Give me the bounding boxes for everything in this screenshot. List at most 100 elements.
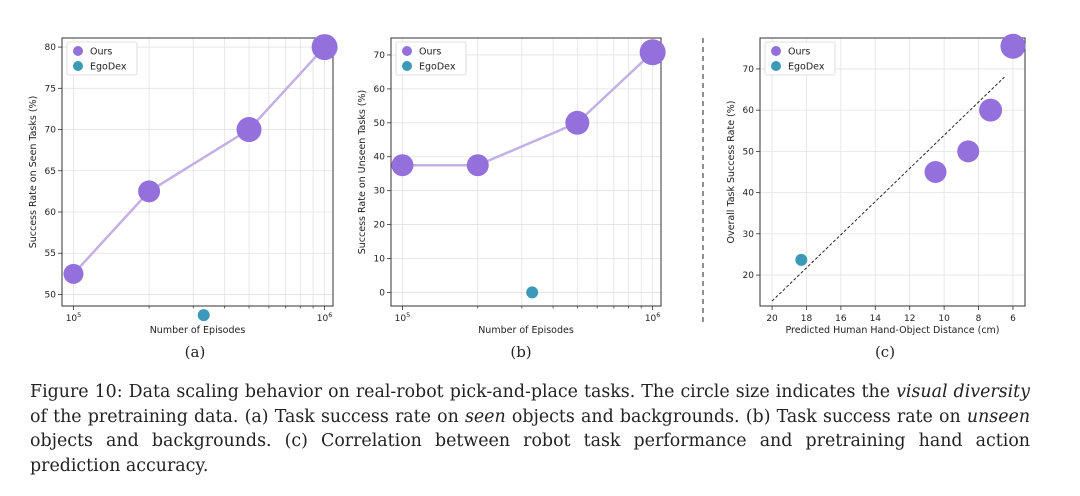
x-tick-label: 14 [870,314,882,324]
caption-emphasis-unseen: unseen [966,406,1031,427]
y-tick-label: 70 [743,65,755,75]
y-tick-label: 50 [743,147,755,157]
legend-marker-ours [771,46,781,56]
x-tick-base: 10 [317,314,329,324]
series-line-ours [402,51,654,167]
panel-c: 20 30 40 50 60 70 20 18 16 14 12 10 8 6 Predicted Huma… [726,33,1026,361]
caption-text-2: of the pretraining data. (a) Task succes… [30,406,465,427]
data-point-ours [138,180,161,203]
legend-label-egodex: EgoDex [90,62,127,73]
legend-label-egodex: EgoDex [419,62,456,73]
caption-text-1: Data scaling behavior on real-robot pick… [122,382,897,402]
panel-sublabel: (b) [510,343,531,361]
y-tick-label: 10 [374,255,386,265]
y-tick-label: 30 [743,230,755,240]
caption-emphasis-visual-diversity: visual diversity [896,382,1030,402]
x-tick-label: 106 [645,311,661,324]
x-tick-label: 10 [938,314,950,324]
legend-marker-egodex [771,61,781,71]
data-point-ours [957,140,980,163]
legend-box [395,41,467,76]
caption-text-4: objects and backgrounds. (c) Correlation… [30,431,1030,476]
legend: Ours EgoDex [66,41,138,76]
y-tick-label: 65 [45,167,56,177]
x-tick-base: 10 [66,314,78,324]
y-tick-label: 70 [374,51,386,61]
x-axis-label: Number of Episodes [478,325,574,336]
y-tick-label: 55 [45,249,56,259]
x-tick-exponent: 6 [656,311,660,319]
data-point-ours [565,110,590,135]
y-tick-label: 75 [45,84,56,94]
x-axis-label: Predicted Human Hand-Object Distance (cm… [785,325,999,336]
trend-line [771,76,1005,302]
legend-marker-egodex [402,61,412,71]
legend-label-ours: Ours [419,47,441,58]
y-tick-label: 70 [45,126,57,136]
y-tick-label: 80 [45,43,57,53]
data-point-ours [639,39,666,66]
y-tick-label: 60 [45,208,57,218]
x-tick-exponent: 5 [77,311,81,319]
x-axis-label: Number of Episodes [150,325,246,336]
y-tick-label: 0 [379,288,385,298]
y-tick-label: 30 [374,187,386,197]
data-point-ours [1000,33,1026,59]
x-tick-label: 105 [395,311,411,324]
x-tick-exponent: 5 [406,311,410,319]
x-tick-label: 105 [66,311,82,324]
plot-frame [390,37,662,307]
x-tick-label: 12 [904,314,915,324]
series-line-ours [72,46,326,275]
y-axis-label: Overall Task Success Rate (%) [726,101,737,244]
y-tick-label: 50 [374,119,386,129]
panel-sublabel: (c) [875,343,895,361]
plot-frame [759,37,1026,307]
x-tick-base: 10 [645,314,657,324]
legend-label-egodex: EgoDex [788,62,825,73]
x-tick-label: 20 [766,314,778,324]
data-point-egodex [526,286,539,299]
caption-label: Figure 10: [30,382,123,402]
panel-sublabel: (a) [185,343,206,361]
x-tick-label: 8 [976,314,982,324]
data-point-ours [466,154,489,177]
y-tick-label: 20 [743,271,755,281]
x-tick-label: 18 [801,314,813,324]
legend-label-ours: Ours [90,47,112,58]
y-axis-label: Success Rate on Seen Tasks (%) [28,96,39,249]
legend-box [66,41,138,76]
y-tick-label: 60 [374,85,386,95]
data-point-ours [311,34,338,61]
data-point-ours [924,161,947,183]
plot-frame [61,37,334,307]
x-tick-label: 16 [835,314,847,324]
y-tick-label: 50 [45,290,57,300]
x-tick-exponent: 6 [328,311,332,319]
data-point-egodex [795,253,808,266]
legend-marker-egodex [73,61,83,71]
data-point-ours [391,154,414,177]
data-point-ours [63,263,84,284]
data-point-ours [979,98,1003,122]
y-tick-label: 40 [743,189,755,199]
y-tick-label: 60 [743,106,755,116]
data-point-ours [236,117,262,143]
y-tick-label: 40 [374,153,386,163]
y-axis-label: Success Rate on Unseen Tasks (%) [357,90,368,254]
x-tick-label: 6 [1010,314,1016,324]
data-point-egodex [197,309,210,322]
legend-marker-ours [73,46,83,56]
caption-emphasis-seen: seen [464,406,506,427]
legend-marker-ours [402,46,412,56]
x-tick-base: 10 [395,314,407,324]
figure-caption: Figure 10: Data scaling behavior on real… [30,380,1030,478]
caption-text-3: objects and backgrounds. (b) Task succes… [505,406,967,427]
legend: Ours EgoDex [764,41,836,76]
legend-label-ours: Ours [788,47,810,58]
y-tick-label: 20 [374,221,386,231]
legend-box [764,41,836,76]
